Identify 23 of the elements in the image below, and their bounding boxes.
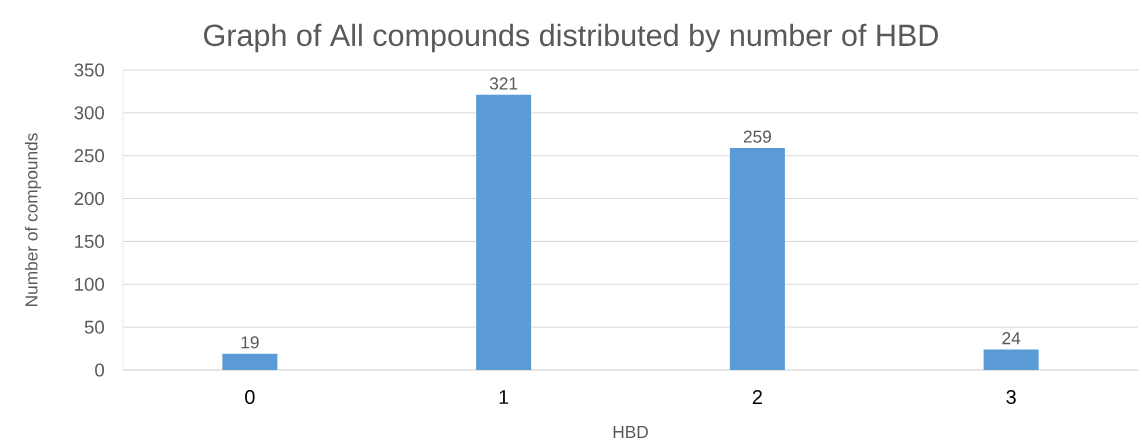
data-label: 259 <box>743 130 771 143</box>
data-label: 24 <box>1002 332 1021 345</box>
y-tick-label: 350 <box>74 63 105 77</box>
bar <box>983 349 1039 370</box>
y-tick-label: 100 <box>75 277 105 291</box>
data-label: 19 <box>241 336 259 349</box>
bar <box>729 148 785 370</box>
y-tick-label: 200 <box>74 191 105 206</box>
y-tick-label: 50 <box>84 320 105 334</box>
bar <box>222 353 278 370</box>
chart-title: Graph of All compounds distributed by number of HBD <box>204 23 938 53</box>
y-tick-label: 150 <box>75 234 105 249</box>
x-tick-label: 1 <box>499 390 509 404</box>
x-tick-label: 3 <box>1006 389 1016 405</box>
y-tick-label: 300 <box>74 106 105 120</box>
y-tick-label: 250 <box>74 149 105 163</box>
x-axis-title: HBD <box>613 426 648 438</box>
data-label: 321 <box>489 77 518 90</box>
x-tick-label: 2 <box>752 390 762 404</box>
bar <box>476 94 532 370</box>
y-tick-label: 0 <box>95 363 105 377</box>
y-axis-title: Number of compounds <box>24 133 42 306</box>
x-tick-label: 0 <box>245 389 255 405</box>
